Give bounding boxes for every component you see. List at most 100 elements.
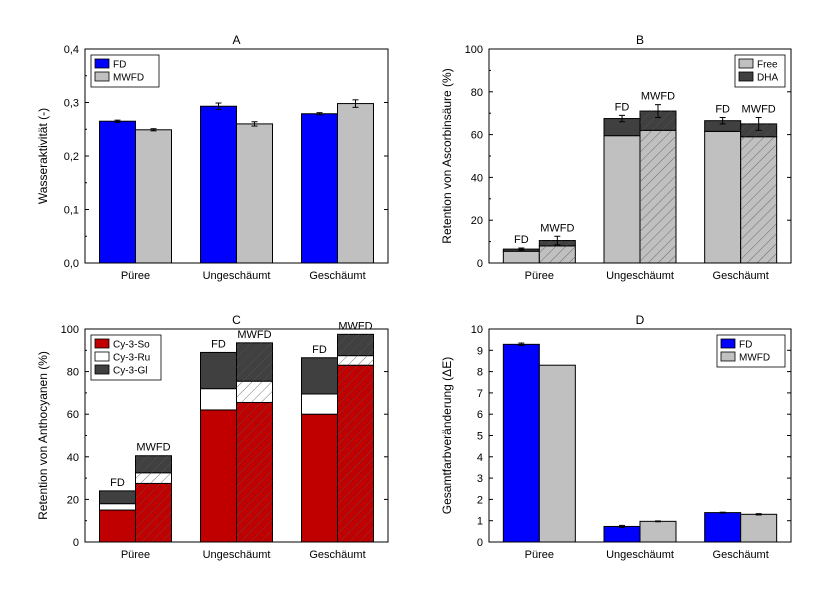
- bar-segment-cy-3-ru: [200, 388, 237, 411]
- y-axis-label: Wasseraktivität (-): [36, 108, 50, 204]
- y-tick-label: 0,4: [64, 44, 79, 56]
- bar-group-label: MWFD: [338, 320, 372, 332]
- y-tick-label: 100: [61, 324, 79, 336]
- x-tick-label: Ungeschäumt: [203, 549, 271, 561]
- panel-title: D: [636, 313, 645, 327]
- bar-mwfd: [135, 129, 172, 264]
- plot-frame: [488, 48, 792, 264]
- bar-group-label: MWFD: [742, 103, 776, 115]
- x-tick-label: Püree: [121, 549, 150, 561]
- bar-group-label: MWFD: [540, 222, 574, 234]
- bar-segment-cy-3-so: [301, 413, 338, 543]
- bar-segment-free: [603, 135, 641, 264]
- y-axis-label: Gesamtfarbveränderung (ΔE): [440, 357, 454, 514]
- y-tick-label: 1: [477, 516, 483, 528]
- bar-hatch-overlay: [236, 342, 273, 382]
- legend-label-cy-3-ru: Cy-3-Ru: [113, 353, 150, 364]
- legend-label-cy-3-so: Cy-3-So: [113, 340, 150, 351]
- y-axis-label: Retention von Anthocyanen (%): [36, 351, 50, 520]
- x-tick-label: Ungeschäumt: [203, 270, 271, 282]
- y-tick-label: 6: [477, 409, 483, 421]
- legend: FD MWFD: [90, 54, 160, 88]
- bar-fd: [603, 525, 641, 543]
- y-tick-label: 7: [477, 388, 483, 400]
- bar-group-label: FD: [615, 101, 630, 113]
- legend: Cy-3-So Cy-3-Ru Cy-3-Gl: [90, 334, 162, 381]
- y-tick-label: 0: [477, 258, 483, 270]
- bar-segment-cy-3-ru: [301, 393, 338, 415]
- bar-group-label: FD: [514, 234, 529, 246]
- bar-hatch-overlay: [740, 136, 777, 263]
- panel-title: C: [232, 313, 241, 327]
- y-tick-label: 0: [477, 537, 483, 549]
- bar-segment-cy-3-ru: [99, 503, 136, 511]
- legend-label-dha: DHA: [757, 73, 778, 84]
- x-tick-label: Geschäumt: [713, 549, 769, 561]
- bar-group-label: FD: [110, 477, 125, 489]
- legend-label-mwfd: MWFD: [113, 73, 144, 84]
- y-tick-label: 60: [67, 409, 79, 421]
- panel-c: C 0 20 40 60 80 100 Retention von Anthocyanen (…: [36, 313, 389, 561]
- bar-group-label: MWFD: [237, 329, 271, 341]
- bar-fd: [301, 113, 338, 264]
- y-tick-label: 8: [477, 367, 483, 379]
- legend-label-mwfd: MWFD: [739, 353, 770, 364]
- bar-mwfd: [337, 103, 374, 264]
- bar-group-label: MWFD: [641, 91, 675, 103]
- y-tick-label: 0,3: [64, 98, 79, 110]
- bar-segment-cy-3-so: [99, 509, 136, 543]
- y-tick-label: 5: [477, 431, 483, 443]
- y-tick-label: 2: [477, 494, 483, 506]
- legend-swatch-cy-3-gl: [94, 364, 110, 375]
- legend-swatch-mwfd: [720, 351, 736, 362]
- bar-mwfd: [639, 520, 677, 543]
- bar-hatch-overlay: [135, 455, 172, 473]
- y-tick-label: 9: [477, 345, 483, 357]
- bar-segment-free: [502, 250, 540, 264]
- bar-segment-cy-3-gl: [200, 351, 237, 390]
- panel-a: A 0,0 0,1 0,2 0,3 0,4 Wasseraktivität (-) Püree…: [36, 33, 389, 282]
- bar-group-label: FD: [715, 103, 730, 115]
- bar-group-label: FD: [312, 344, 327, 356]
- y-tick-label: 40: [67, 452, 79, 464]
- x-tick-label: Püree: [525, 270, 554, 282]
- bar-hatch-overlay: [640, 111, 676, 131]
- plot-frame: [488, 328, 792, 543]
- bar-hatch-overlay: [640, 130, 676, 263]
- y-tick-label: 10: [471, 324, 483, 336]
- legend-swatch-mwfd: [94, 71, 110, 82]
- x-tick-label: Püree: [525, 549, 554, 561]
- panel-title: B: [636, 33, 644, 47]
- y-tick-label: 0: [73, 537, 79, 549]
- legend-label-fd: FD: [739, 340, 752, 351]
- y-tick-label: 80: [67, 367, 79, 379]
- bar-hatch-overlay: [539, 245, 576, 263]
- y-tick-label: 4: [477, 452, 483, 464]
- legend: FD MWFD: [716, 334, 786, 368]
- legend-label-cy-3-gl: Cy-3-Gl: [113, 366, 147, 377]
- bar-hatch-overlay: [135, 483, 172, 542]
- plot-frame: [84, 328, 389, 543]
- legend-swatch-fd: [720, 338, 736, 349]
- y-tick-label: 0,2: [64, 151, 79, 163]
- legend-swatch-free: [738, 58, 754, 69]
- panel-d: D 0 1 2 3 4 5 6 7 8 9 10 Gesamtfarbveränderung (ΔE) P…: [440, 313, 792, 561]
- bar-mwfd: [236, 123, 273, 264]
- y-axis-label: Retention von Ascorbinsäure (%): [440, 68, 454, 243]
- bar-hatch-overlay: [236, 381, 273, 403]
- y-tick-label: 20: [471, 215, 483, 227]
- y-tick-label: 20: [67, 494, 79, 506]
- panel-title: A: [232, 33, 240, 47]
- bar-hatch-overlay: [337, 365, 374, 542]
- bar-segment-cy-3-so: [200, 409, 237, 543]
- legend-swatch-dha: [738, 71, 754, 82]
- x-tick-label: Geschäumt: [309, 549, 365, 561]
- y-tick-label: 3: [477, 473, 483, 485]
- bar-group-label: MWFD: [136, 442, 170, 454]
- x-tick-label: Geschäumt: [713, 270, 769, 282]
- x-tick-label: Ungeschäumt: [606, 270, 674, 282]
- bar-fd: [200, 105, 237, 264]
- y-tick-label: 0,1: [64, 205, 79, 217]
